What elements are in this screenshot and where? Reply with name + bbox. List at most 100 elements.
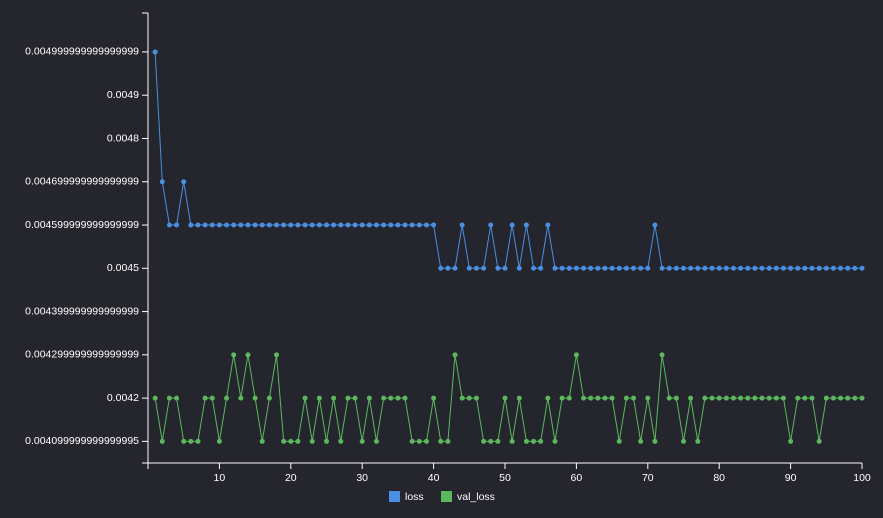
data-point[interactable] [681, 265, 686, 271]
data-point[interactable] [645, 395, 651, 401]
data-point[interactable] [281, 222, 287, 228]
data-point[interactable] [309, 438, 315, 444]
data-point[interactable] [238, 222, 244, 228]
data-point[interactable] [395, 222, 401, 228]
data-point[interactable] [288, 438, 294, 444]
data-point[interactable] [259, 222, 265, 228]
data-point[interactable] [788, 438, 794, 444]
data-point[interactable] [338, 222, 344, 228]
data-point[interactable] [402, 395, 408, 401]
data-point[interactable] [274, 222, 280, 228]
data-point[interactable] [481, 265, 487, 271]
data-point[interactable] [545, 222, 551, 228]
data-point[interactable] [723, 395, 729, 401]
data-point[interactable] [695, 438, 701, 444]
data-point[interactable] [666, 395, 672, 401]
data-point[interactable] [788, 265, 794, 271]
data-point[interactable] [609, 265, 615, 271]
data-point[interactable] [631, 265, 637, 271]
data-point[interactable] [588, 265, 594, 271]
data-point[interactable] [823, 395, 829, 401]
data-point[interactable] [559, 395, 565, 401]
data-point[interactable] [809, 395, 815, 401]
data-point[interactable] [738, 395, 744, 401]
data-point[interactable] [159, 179, 165, 185]
data-point[interactable] [352, 222, 358, 228]
data-point[interactable] [381, 395, 387, 401]
data-point[interactable] [202, 222, 208, 228]
data-point[interactable] [716, 265, 722, 271]
data-point[interactable] [773, 265, 779, 271]
data-point[interactable] [416, 438, 422, 444]
data-point[interactable] [438, 265, 444, 271]
data-point[interactable] [252, 395, 258, 401]
data-point[interactable] [566, 395, 572, 401]
data-point[interactable] [381, 222, 387, 228]
data-point[interactable] [559, 265, 565, 271]
data-point[interactable] [409, 438, 415, 444]
data-point[interactable] [602, 395, 608, 401]
data-point[interactable] [659, 352, 665, 358]
data-point[interactable] [181, 438, 187, 444]
data-point[interactable] [224, 222, 230, 228]
data-point[interactable] [838, 395, 844, 401]
data-point[interactable] [552, 438, 558, 444]
data-point[interactable] [766, 395, 772, 401]
data-point[interactable] [281, 438, 287, 444]
data-point[interactable] [702, 265, 708, 271]
data-point[interactable] [752, 395, 758, 401]
data-point[interactable] [652, 222, 658, 228]
data-point[interactable] [588, 395, 594, 401]
data-point[interactable] [566, 265, 572, 271]
data-point[interactable] [288, 222, 294, 228]
data-point[interactable] [609, 395, 615, 401]
data-point[interactable] [673, 265, 679, 271]
data-point[interactable] [523, 438, 529, 444]
data-point[interactable] [266, 395, 272, 401]
data-point[interactable] [816, 438, 822, 444]
data-point[interactable] [752, 265, 758, 271]
data-point[interactable] [738, 265, 744, 271]
data-point[interactable] [395, 395, 401, 401]
data-point[interactable] [266, 222, 272, 228]
data-point[interactable] [780, 265, 786, 271]
data-point[interactable] [509, 222, 515, 228]
data-point[interactable] [602, 265, 608, 271]
data-point[interactable] [181, 179, 187, 185]
data-point[interactable] [195, 438, 201, 444]
data-point[interactable] [466, 265, 472, 271]
data-point[interactable] [216, 222, 222, 228]
data-point[interactable] [745, 395, 751, 401]
data-point[interactable] [730, 265, 736, 271]
data-point[interactable] [823, 265, 829, 271]
data-point[interactable] [631, 395, 637, 401]
data-point[interactable] [795, 395, 801, 401]
data-point[interactable] [224, 395, 230, 401]
data-point[interactable] [409, 222, 415, 228]
data-point[interactable] [466, 395, 472, 401]
data-point[interactable] [338, 438, 344, 444]
data-point[interactable] [195, 222, 201, 228]
data-point[interactable] [759, 265, 765, 271]
data-point[interactable] [488, 222, 494, 228]
data-point[interactable] [345, 222, 351, 228]
data-point[interactable] [516, 265, 522, 271]
data-point[interactable] [595, 265, 601, 271]
data-point[interactable] [538, 265, 544, 271]
data-point[interactable] [388, 222, 394, 228]
data-point[interactable] [274, 352, 280, 358]
data-point[interactable] [316, 395, 322, 401]
data-point[interactable] [245, 222, 251, 228]
data-point[interactable] [231, 352, 237, 358]
data-point[interactable] [702, 395, 708, 401]
data-point[interactable] [209, 395, 215, 401]
data-point[interactable] [459, 395, 465, 401]
data-point[interactable] [402, 222, 408, 228]
data-point[interactable] [802, 395, 808, 401]
data-point[interactable] [545, 395, 551, 401]
data-point[interactable] [730, 395, 736, 401]
data-point[interactable] [852, 395, 858, 401]
data-point[interactable] [302, 222, 308, 228]
data-point[interactable] [838, 265, 844, 271]
data-point[interactable] [709, 265, 715, 271]
